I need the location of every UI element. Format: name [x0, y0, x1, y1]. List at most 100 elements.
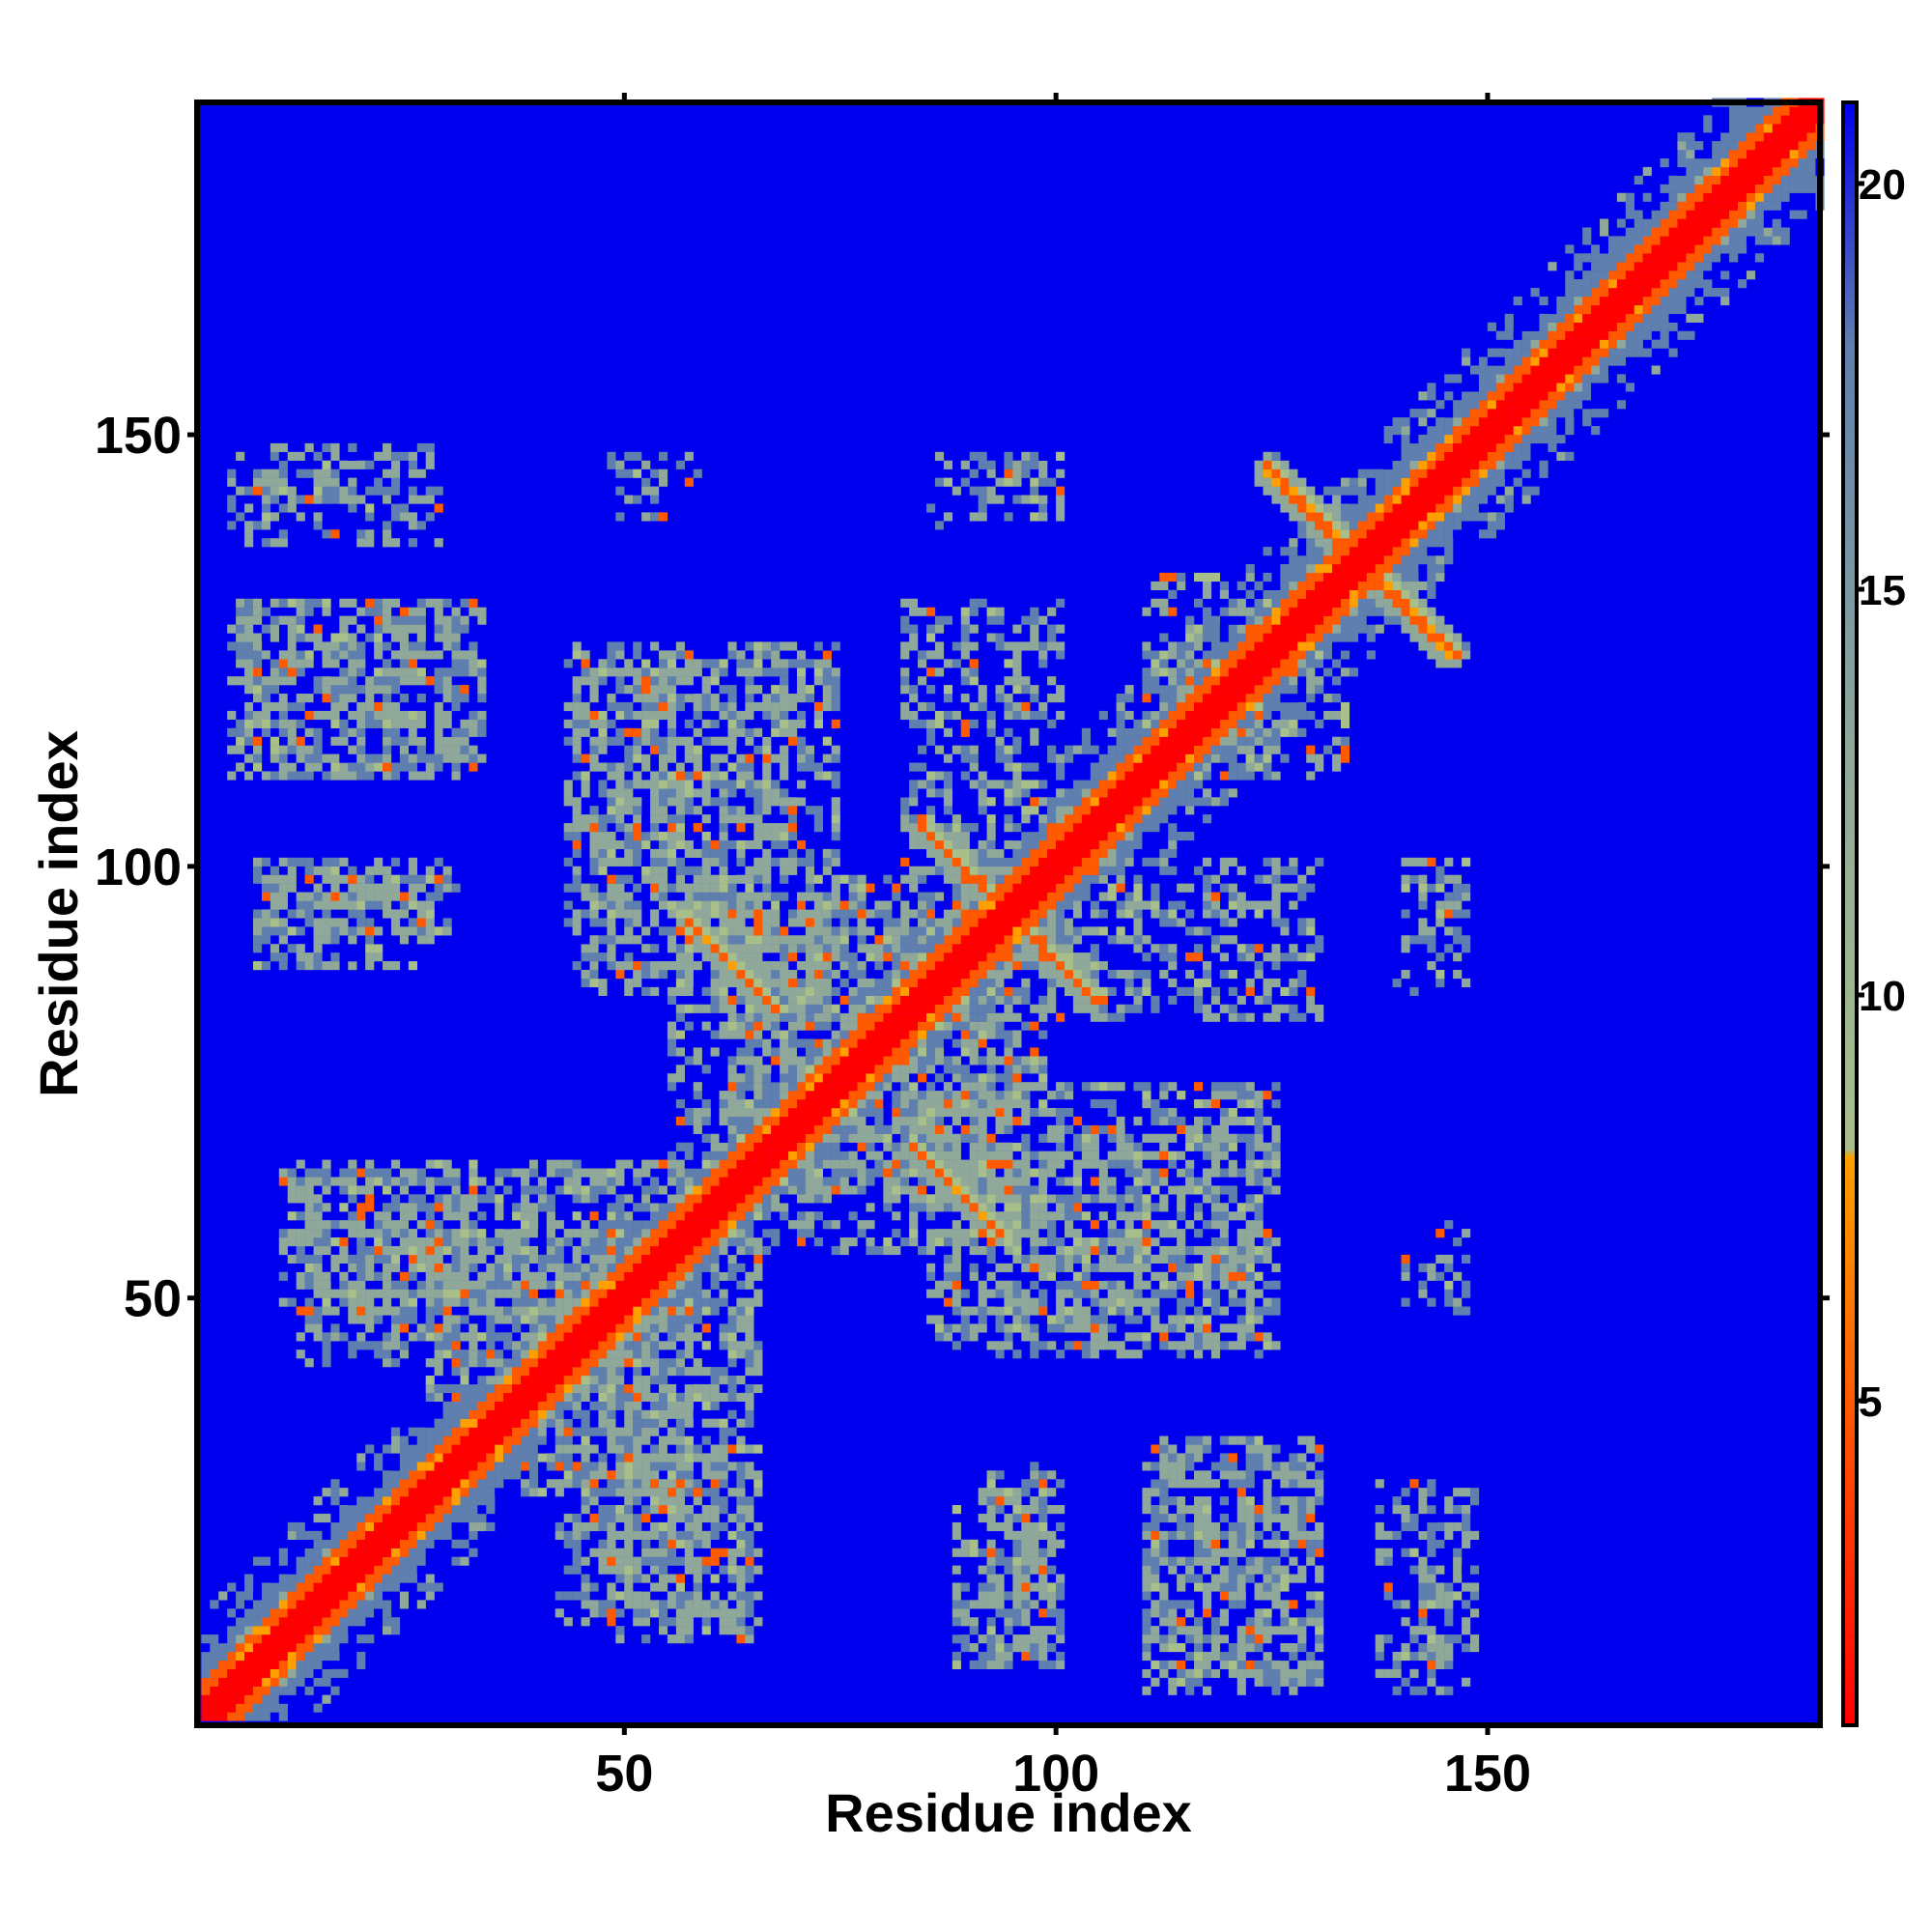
heatmap-cell	[641, 1591, 651, 1601]
heatmap-cell	[831, 944, 840, 953]
heatmap-cell	[615, 1194, 625, 1204]
heatmap-cell	[633, 736, 642, 746]
heatmap-cell	[521, 1168, 530, 1178]
heatmap-cell	[633, 1358, 642, 1368]
heatmap-cell	[469, 1530, 478, 1540]
heatmap-cell	[771, 1056, 781, 1065]
heatmap-cell	[745, 1626, 754, 1635]
heatmap-cell	[874, 1151, 884, 1160]
heatmap-cell	[633, 1505, 642, 1515]
heatmap-cell	[425, 495, 435, 504]
heatmap-cell	[762, 1116, 772, 1126]
heatmap-cell	[926, 926, 936, 936]
heatmap-cell	[408, 892, 417, 901]
heatmap-cell	[408, 1168, 417, 1178]
heatmap-cell	[416, 1254, 426, 1264]
heatmap-cell	[909, 1004, 919, 1013]
heatmap-cell	[390, 477, 401, 487]
heatmap-cell	[788, 806, 798, 815]
heatmap-cell	[330, 641, 340, 651]
heatmap-cell	[270, 659, 279, 668]
heatmap-cell	[650, 1229, 660, 1238]
heatmap-cell	[252, 1626, 263, 1635]
heatmap-cell	[667, 1254, 677, 1264]
heatmap-cell	[512, 1211, 522, 1221]
heatmap-cell	[710, 935, 720, 945]
heatmap-cell	[926, 1142, 936, 1151]
heatmap-cell	[667, 694, 677, 703]
heatmap-cell	[727, 1350, 737, 1359]
heatmap-cell	[451, 1237, 461, 1247]
heatmap-cell	[546, 1229, 555, 1238]
heatmap-cell	[926, 780, 936, 789]
heatmap-cell	[719, 1332, 728, 1342]
heatmap-cell	[442, 1505, 452, 1515]
heatmap-cell	[701, 1185, 711, 1195]
heatmap-cell	[701, 952, 711, 962]
heatmap-cell	[252, 607, 263, 616]
heatmap-cell	[813, 1177, 823, 1186]
heatmap-cell	[554, 1280, 564, 1290]
heatmap-cell	[831, 685, 840, 695]
heatmap-cell	[745, 1470, 754, 1480]
heatmap-cell	[918, 659, 927, 668]
heatmap-cell	[434, 486, 443, 496]
heatmap-cell	[650, 866, 660, 875]
heatmap-cell	[633, 797, 642, 807]
heatmap-cell	[330, 1289, 340, 1298]
heatmap-cell	[658, 451, 668, 461]
heatmap-cell	[495, 1237, 504, 1247]
heatmap-cell	[365, 1479, 375, 1489]
heatmap-cell	[278, 650, 288, 660]
heatmap-cell	[874, 1030, 884, 1039]
heatmap-cell	[667, 832, 677, 841]
heatmap-cell	[805, 969, 815, 980]
heatmap-cell	[460, 1297, 469, 1307]
heatmap-cell	[667, 1617, 677, 1627]
heatmap-cell	[813, 1082, 823, 1092]
heatmap-cell	[710, 1151, 720, 1160]
heatmap-cell	[416, 1600, 426, 1609]
heatmap-cell	[762, 1012, 772, 1022]
heatmap-cell	[521, 1488, 530, 1497]
heatmap-cell	[900, 978, 910, 988]
heatmap-cell	[701, 1306, 711, 1316]
heatmap-cell	[805, 883, 815, 893]
heatmap-cell	[374, 1591, 384, 1601]
heatmap-cell	[244, 771, 254, 781]
heatmap-cell	[563, 1323, 573, 1333]
heatmap-cell	[348, 1306, 357, 1316]
heatmap-cell	[727, 839, 737, 850]
heatmap-cell	[390, 486, 401, 496]
heatmap-cell	[892, 952, 901, 962]
heatmap-cell	[719, 1505, 728, 1515]
heatmap-cell	[822, 1030, 832, 1039]
heatmap-cell	[822, 892, 832, 901]
heatmap-cell	[416, 1435, 426, 1445]
heatmap-cell	[236, 745, 245, 754]
heatmap-cell	[909, 909, 919, 919]
heatmap-cell	[554, 1462, 564, 1471]
heatmap-cell	[348, 771, 357, 781]
heatmap-cell	[390, 1496, 401, 1506]
heatmap-cell	[710, 944, 720, 953]
heatmap-cell	[495, 1289, 504, 1298]
heatmap-cell	[719, 969, 728, 980]
heatmap-cell	[650, 1306, 660, 1316]
heatmap-cell	[900, 1133, 910, 1143]
heatmap-cell	[753, 832, 763, 841]
heatmap-cell	[469, 1220, 478, 1230]
heatmap-cell	[780, 668, 789, 677]
heatmap-cell	[650, 1608, 660, 1618]
heatmap-cell	[780, 1038, 789, 1048]
heatmap-cell	[771, 1073, 781, 1083]
heatmap-cell	[624, 961, 634, 971]
heatmap-cell	[831, 1012, 840, 1022]
heatmap-cell	[615, 839, 625, 850]
heatmap-cell	[365, 1297, 375, 1307]
heatmap-cell	[598, 1297, 608, 1307]
heatmap-cell	[796, 814, 807, 824]
heatmap-cell	[356, 1556, 366, 1566]
heatmap-cell	[408, 1211, 417, 1221]
heatmap-cell	[469, 1332, 478, 1342]
